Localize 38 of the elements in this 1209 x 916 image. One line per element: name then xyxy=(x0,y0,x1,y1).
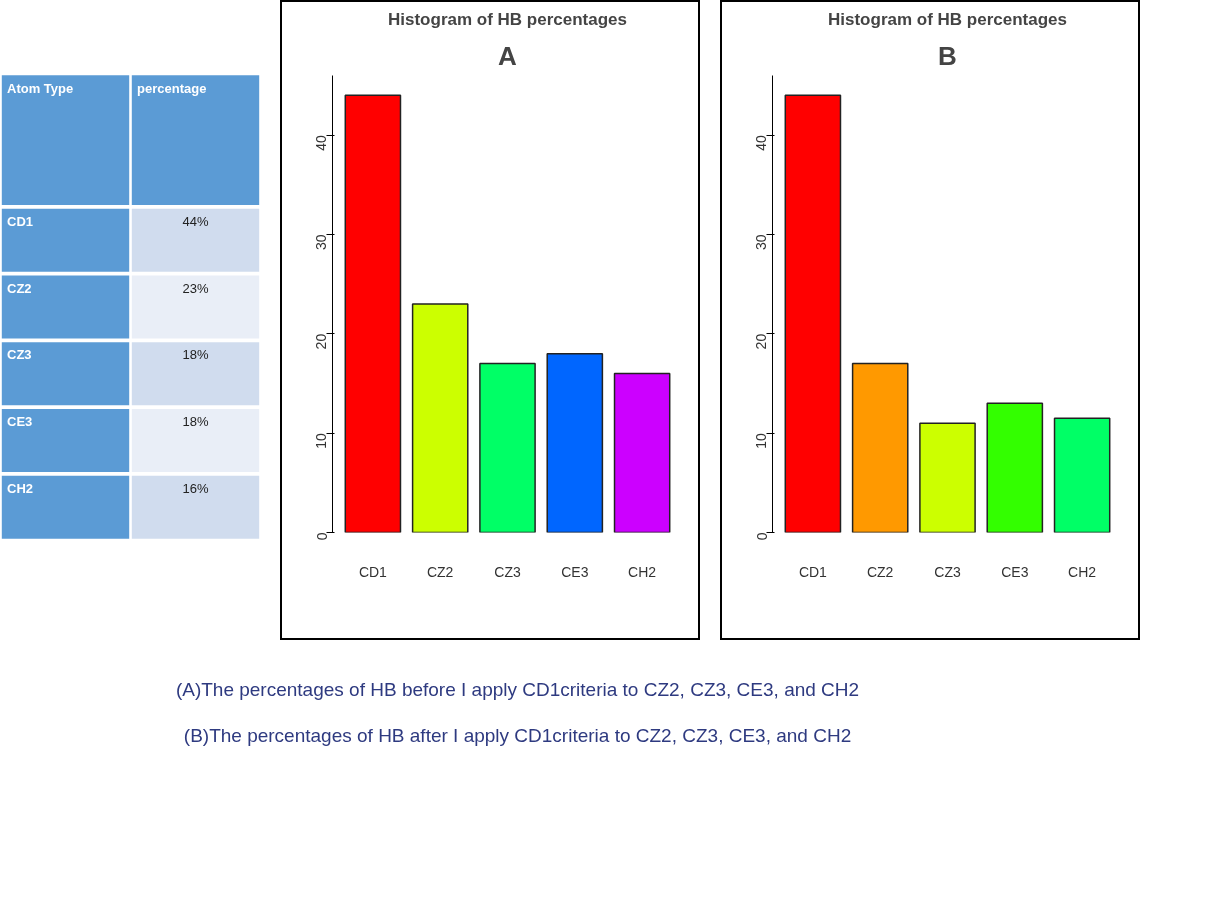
x-tick-label: CZ3 xyxy=(934,563,961,580)
text: 44% xyxy=(182,213,209,229)
text: 18% xyxy=(182,347,209,363)
text: CZ3 xyxy=(7,347,32,363)
y-tick-label: 20 xyxy=(313,333,330,350)
y-tick-label: 0 xyxy=(753,532,770,541)
chart-title: Histogram of HB percentages xyxy=(828,9,1067,29)
chart-title: Histogram of HB percentages xyxy=(388,9,627,29)
text: 18% xyxy=(182,414,209,430)
text: percentage xyxy=(137,80,207,96)
x-tick-label: CZ2 xyxy=(866,563,894,580)
x-tick-label: CH2 xyxy=(628,563,657,580)
y-tick-label: 10 xyxy=(753,432,770,449)
y-tick-label: 10 xyxy=(313,432,330,449)
x-tick-label: CZ2 xyxy=(426,563,454,580)
text: 16% xyxy=(182,480,209,496)
text: CZ2 xyxy=(7,280,32,296)
text: (A)The percentages of HB before I apply CD1criteria to CZ2, CZ3, CE3, and CH2 xyxy=(175,679,860,700)
text: B xyxy=(938,40,957,71)
x-tick-label: CD1 xyxy=(358,563,388,580)
text: CD1 xyxy=(7,213,34,229)
y-tick-label: 30 xyxy=(753,234,770,251)
y-tick-label: 20 xyxy=(753,333,770,350)
x-tick-label: CD1 xyxy=(798,563,828,580)
text: 23% xyxy=(182,280,209,296)
text: A xyxy=(498,40,518,71)
text: CE3 xyxy=(7,414,33,430)
y-tick-label: 30 xyxy=(313,234,330,251)
text: (B)The percentages of HB after I apply CD1criteria to CZ2, CZ3, CE3, and CH2 xyxy=(183,724,852,746)
x-tick-label: CE3 xyxy=(1001,563,1029,580)
x-tick-label: CE3 xyxy=(561,563,589,580)
y-tick-label: 40 xyxy=(753,134,770,151)
text: CH2 xyxy=(7,480,34,496)
x-tick-label: CZ3 xyxy=(494,563,521,580)
y-tick-label: 40 xyxy=(313,134,330,151)
x-tick-label: CH2 xyxy=(1068,563,1097,580)
text: Atom Type xyxy=(7,80,74,96)
y-tick-label: 0 xyxy=(313,532,330,541)
